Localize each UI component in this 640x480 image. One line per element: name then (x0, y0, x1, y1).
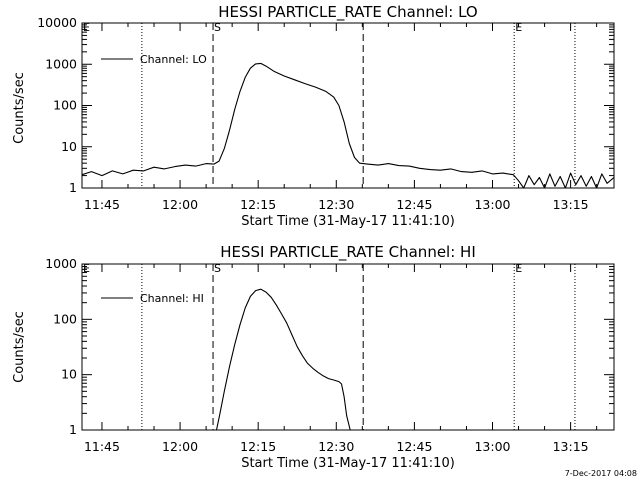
y-tick-label-hi: 1 (69, 422, 77, 437)
x-tick-label-hi: 13:00 (474, 439, 510, 454)
marker-label-lo: E (83, 21, 90, 34)
x-tick-label-hi: 11:45 (84, 439, 120, 454)
x-tick-label-lo: 12:00 (162, 197, 198, 212)
plot-frame-hi (81, 263, 615, 431)
panel-hi: HESSI PARTICLE_RATE Channel: HI Start Ti… (12, 243, 615, 471)
chart-title-lo: HESSI PARTICLE_RATE Channel: LO (218, 3, 477, 22)
x-tick-label-hi: 12:00 (162, 439, 198, 454)
x-tick-label-hi: 12:30 (318, 439, 354, 454)
x-tick-label-lo: 12:30 (318, 197, 354, 212)
marker-label-hi: E (515, 262, 522, 275)
x-axis-label-hi: Start Time (31-May-17 11:41:10) (241, 456, 455, 471)
panel-lo: HESSI PARTICLE_RATE Channel: LO Start Ti… (12, 3, 615, 229)
y-tick-label-lo: 1000 (45, 56, 77, 71)
legend-label-lo: Channel: LO (140, 53, 207, 66)
x-tick-label-lo: 11:45 (84, 197, 120, 212)
x-tick-label-lo: 13:00 (474, 197, 510, 212)
y-tick-label-hi: 1000 (45, 256, 77, 271)
x-tick-label-lo: 12:45 (396, 197, 432, 212)
x-tick-label-hi: 12:45 (396, 439, 432, 454)
chart-title-hi: HESSI PARTICLE_RATE Channel: HI (220, 243, 476, 262)
x-tick-label-lo: 12:15 (240, 197, 276, 212)
marker-label-hi: E (83, 262, 90, 275)
y-tick-label-lo: 10000 (37, 15, 77, 30)
y-tick-label-lo: 10 (61, 139, 77, 154)
y-tick-label-hi: 10 (61, 367, 77, 382)
x-tick-label-lo: 13:15 (553, 197, 589, 212)
series-line-hi (215, 288, 351, 431)
x-tick-label-hi: 12:15 (240, 439, 276, 454)
x-tick-label-hi: 13:15 (553, 439, 589, 454)
marker-label-lo: S (214, 21, 221, 34)
marker-label-hi: S (214, 262, 221, 275)
y-axis-label-hi: Counts/sec (12, 311, 27, 383)
legend-label-hi: Channel: HI (140, 292, 204, 305)
plot-frame-lo (81, 22, 615, 189)
y-tick-label-hi: 100 (53, 311, 77, 326)
series-line-lo (81, 62, 615, 189)
y-tick-label-lo: 1 (69, 180, 77, 195)
y-axis-label-lo: Counts/sec (12, 72, 27, 144)
marker-label-lo: E (515, 21, 522, 34)
x-axis-label-lo: Start Time (31-May-17 11:41:10) (241, 214, 455, 229)
footer-date: 7-Dec-2017 04:08 (565, 469, 637, 478)
y-tick-label-lo: 100 (53, 98, 77, 113)
